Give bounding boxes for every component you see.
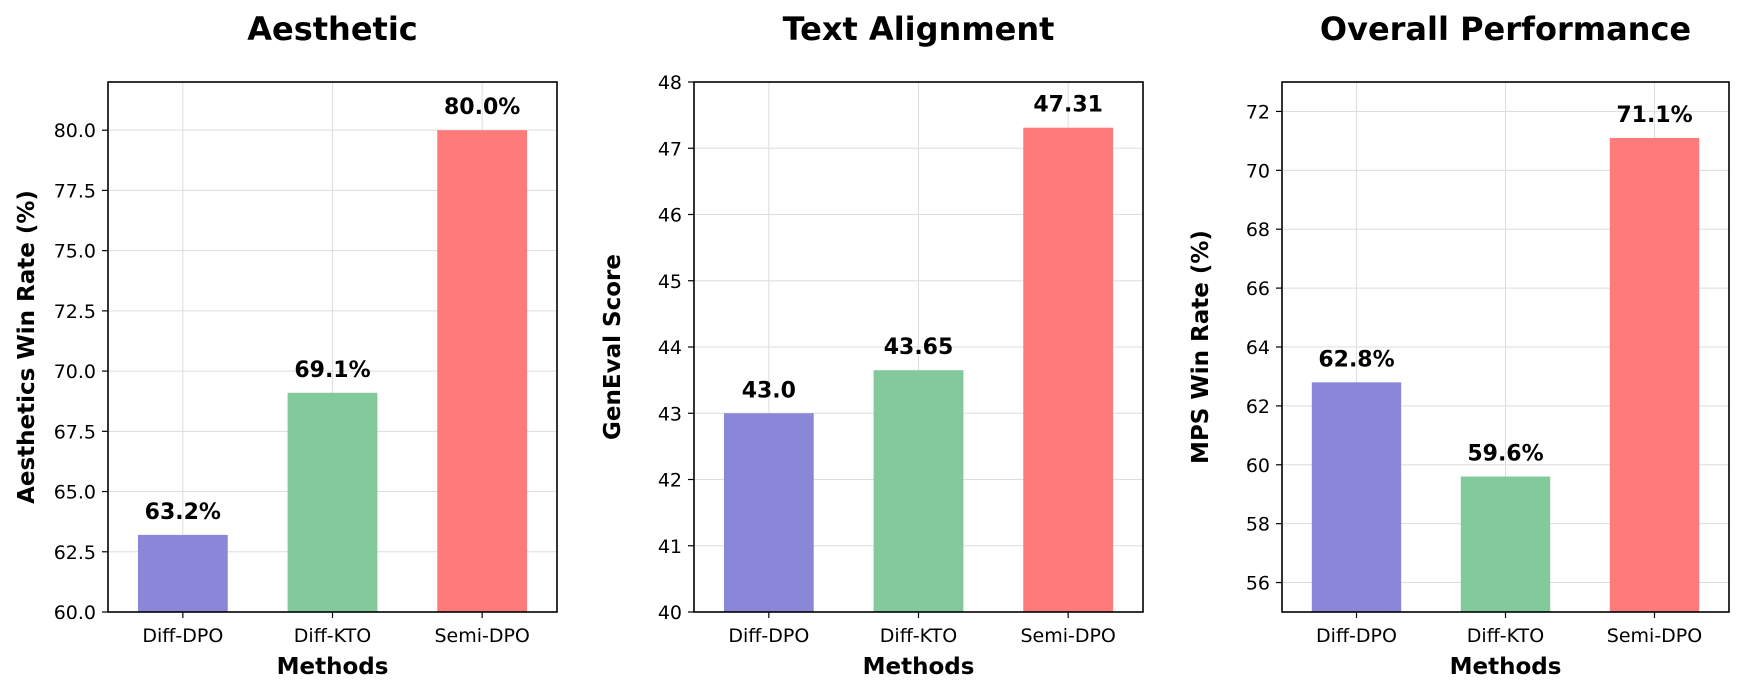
y-tick-label: 58 [1246, 514, 1270, 536]
x-axis-label: Methods [1450, 654, 1562, 680]
y-tick-label: 45 [658, 271, 682, 293]
y-tick-label: 62 [1246, 396, 1270, 418]
data-label: 43.65 [884, 335, 954, 360]
bar-semi-dpo [437, 130, 528, 612]
bar-diff-dpo [1311, 382, 1402, 612]
y-tick-label: 62.5 [54, 542, 96, 564]
chart-title: Aesthetic [247, 10, 418, 48]
y-tick-label: 68 [1246, 219, 1270, 241]
data-label: 80.0% [444, 95, 520, 120]
data-label: 62.8% [1318, 347, 1394, 372]
y-tick-label: 70 [1246, 160, 1270, 182]
y-tick-label: 72 [1246, 101, 1270, 123]
x-tick-label: Diff-DPO [1316, 625, 1397, 647]
chart-title: Overall Performance [1320, 10, 1691, 48]
y-tick-label: 65.0 [54, 482, 96, 504]
x-tick-label: Diff-KTO [1467, 625, 1544, 647]
x-tick-label: Semi-DPO [1020, 625, 1115, 647]
y-tick-label: 60.0 [54, 602, 96, 624]
y-tick-label: 72.5 [54, 301, 96, 323]
data-label: 59.6% [1467, 442, 1543, 467]
y-tick-label: 60 [1246, 455, 1270, 477]
y-tick-label: 66 [1246, 278, 1270, 300]
y-tick-label: 70.0 [54, 361, 96, 383]
y-tick-label: 43 [658, 403, 682, 425]
y-tick-label: 77.5 [54, 180, 96, 202]
x-tick-label: Diff-KTO [880, 625, 957, 647]
x-tick-label: Diff-DPO [142, 625, 223, 647]
x-tick-label: Diff-KTO [294, 625, 371, 647]
chart-aesthetic: 63.2% 69.1% 80.0% 60.0 62.5 65.0 67.5 70.0 72.5 7… [14, 10, 558, 680]
y-tick-label: 40 [658, 602, 682, 624]
bar-diff-kto [873, 370, 964, 612]
y-axis-label: GenEval Score [600, 254, 626, 440]
data-label: 71.1% [1616, 103, 1692, 128]
y-tick-label: 46 [658, 205, 682, 227]
y-tick-label: 41 [658, 536, 682, 558]
y-tick-label: 75.0 [54, 241, 96, 263]
bar-semi-dpo [1023, 127, 1114, 613]
x-tick-label: Semi-DPO [434, 625, 529, 647]
y-tick-label: 42 [658, 470, 682, 492]
x-axis-label: Methods [277, 654, 389, 680]
bar-diff-kto [1460, 476, 1551, 612]
bar-semi-dpo [1609, 137, 1700, 612]
data-label: 47.31 [1033, 93, 1103, 118]
bar-diff-dpo [723, 413, 814, 612]
y-tick-label: 64 [1246, 337, 1270, 359]
y-axis-label: Aesthetics Win Rate (%) [14, 190, 40, 504]
y-tick-label: 47 [658, 138, 682, 160]
y-tick-label: 48 [658, 72, 682, 94]
bar-diff-dpo [137, 534, 228, 612]
x-tick-label: Semi-DPO [1607, 625, 1702, 647]
data-label: 69.1% [294, 358, 370, 383]
y-tick-label: 44 [658, 337, 682, 359]
bar-diff-kto [287, 392, 378, 612]
chart-text-alignment: 43.0 43.65 47.31 40 41 42 43 44 45 46 47 48 Diff-DPO… [600, 10, 1144, 680]
x-axis-label: Methods [863, 654, 975, 680]
x-tick-label: Diff-DPO [728, 625, 809, 647]
y-tick-label: 80.0 [54, 120, 96, 142]
data-label: 63.2% [145, 500, 221, 525]
chart-overall-performance: 62.8% 59.6% 71.1% 56 58 60 62 64 66 68 70 72 Diff-DP… [1188, 10, 1730, 680]
y-axis-label: MPS Win Rate (%) [1188, 230, 1214, 464]
chart-title: Text Alignment [783, 10, 1055, 48]
y-tick-label: 56 [1246, 573, 1270, 595]
data-label: 43.0 [742, 378, 796, 403]
y-tick-label: 67.5 [54, 421, 96, 443]
